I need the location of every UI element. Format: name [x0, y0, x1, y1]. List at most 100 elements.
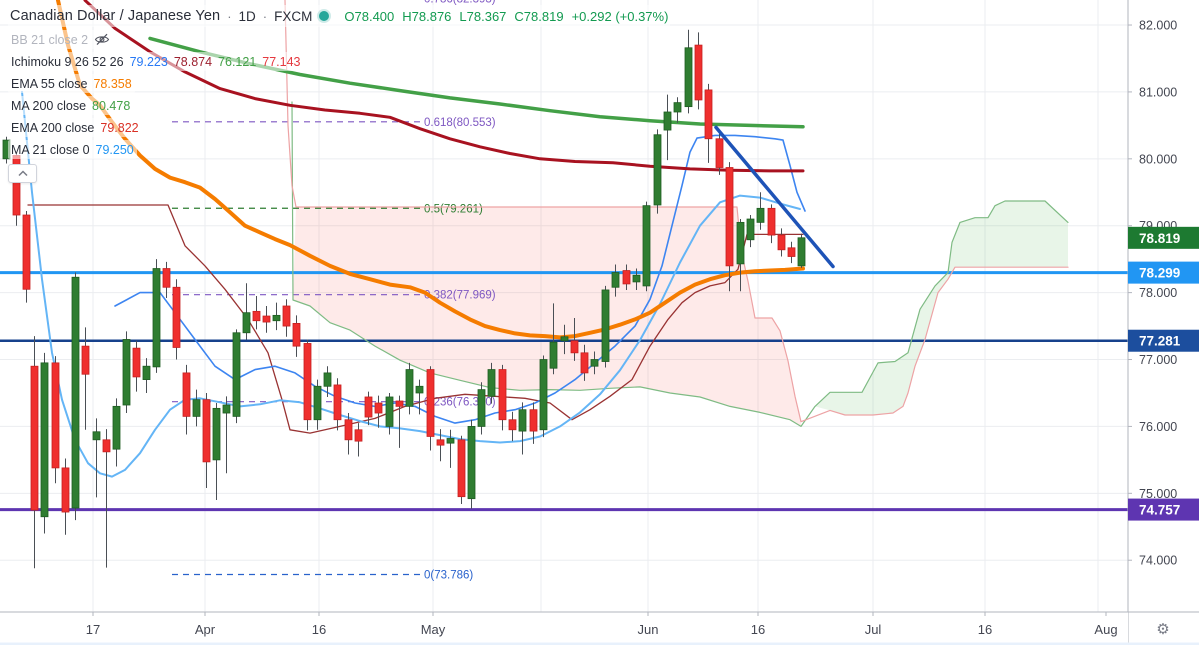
candle-down: [777, 234, 786, 251]
time-axis[interactable]: 17 Apr 16 May Jun 16 Jul 16 Aug: [0, 611, 1199, 645]
descending-trendline[interactable]: [714, 125, 835, 269]
candle-up: [40, 362, 49, 518]
candle-up: [192, 399, 201, 417]
candle-up: [642, 205, 651, 287]
ichimoku-lead-a-line: [291, 101, 1069, 427]
fib-level-label: 0.5(79.261): [424, 203, 483, 215]
candle-up: [222, 404, 231, 414]
candle-up: [590, 359, 599, 367]
indicator-value: 79.250: [95, 142, 134, 157]
interval-label[interactable]: 1D: [238, 8, 256, 24]
title-separator: ·: [227, 8, 232, 24]
candle-up: [487, 369, 496, 397]
candle-down: [51, 362, 60, 469]
candle-down: [162, 268, 171, 288]
indicator-label: MA 200 close: [11, 98, 87, 113]
candle-down: [333, 384, 342, 421]
open-value: O78.400: [344, 8, 395, 24]
indicator-value: 79.822: [100, 120, 139, 135]
indicator-label: MA 21 close 0: [11, 142, 90, 157]
candle-up: [323, 372, 332, 387]
time-tick-label: 16: [312, 622, 326, 637]
axis-settings-gear-icon[interactable]: ⚙: [1156, 621, 1169, 638]
symbol-name: Canadian Dollar / Japanese Yen: [10, 8, 221, 24]
svg-text:74.757: 74.757: [1139, 503, 1180, 518]
indicator-value: 78.874: [173, 54, 213, 69]
candle-down: [132, 347, 141, 378]
candle-up: [653, 134, 662, 206]
title-separator: ·: [262, 8, 268, 24]
kumo-bullish: [815, 201, 1068, 415]
indicator-label: BB 21 close 2: [11, 32, 89, 47]
indicator-label: EMA 200 close: [11, 120, 95, 135]
candle-down: [202, 399, 211, 463]
candle-up: [736, 221, 745, 265]
candle-down: [22, 214, 31, 290]
price-tick-label: 74.000: [1139, 554, 1177, 568]
indicator-label: Ichimoku 9 26 52 26: [11, 54, 124, 69]
candle-down: [426, 369, 435, 437]
candle-up: [405, 369, 414, 407]
candle-up: [142, 365, 151, 380]
candle-down: [252, 310, 261, 322]
indicator-row-ema-55[interactable]: EMA 55 close 78.358: [8, 74, 135, 93]
indicator-row-ichimoku[interactable]: Ichimoku 9 26 52 26 79.223 78.874 76.121 77.…: [8, 52, 304, 71]
candle-down: [694, 44, 703, 101]
high-value: H78.876: [402, 8, 452, 24]
indicator-legend: Canadian Dollar / Japanese Yen · 1D · FX…: [8, 5, 671, 183]
fib-level-label: 0(73.786): [424, 570, 473, 582]
time-tick-label: Jun: [638, 622, 659, 637]
indicator-row-ma-200[interactable]: MA 200 close 80.478: [8, 96, 134, 115]
market-status-dot-icon[interactable]: [319, 11, 330, 21]
indicator-row-bb[interactable]: BB 21 close 2: [8, 30, 114, 49]
candle-up: [477, 389, 486, 427]
ema-200-line: [83, 0, 805, 173]
candle-down: [715, 138, 724, 168]
fib-level-label: 0.382(77.969): [424, 290, 496, 302]
ohlc-values: O78.400 H78.876 L78.367 C78.819 +0.292 (…: [344, 9, 668, 24]
time-tick-label: 16: [751, 622, 765, 637]
candle-up: [71, 276, 80, 509]
candle-up: [446, 438, 455, 444]
candle-up: [549, 341, 558, 369]
time-tick-label: Aug: [1094, 622, 1117, 637]
candle-up: [272, 314, 281, 322]
candle-up: [560, 336, 569, 342]
candle-down: [182, 372, 191, 417]
candle-down: [282, 305, 291, 327]
svg-text:78.819: 78.819: [1139, 231, 1180, 246]
price-tick-label: 77.000: [1139, 353, 1177, 367]
exchange-label: FXCM: [274, 8, 313, 24]
candle-up: [663, 111, 672, 131]
price-label-78.299: 78.299: [1128, 261, 1199, 284]
price-tick-label: 76.000: [1139, 420, 1177, 434]
chevron-up-icon: [17, 170, 28, 177]
candle-up: [385, 396, 394, 427]
price-tick-label: 78.000: [1139, 286, 1177, 300]
candle-down: [704, 89, 713, 140]
indicator-row-ema-200[interactable]: EMA 200 close 79.822: [8, 118, 142, 137]
price-tick-label: 82.000: [1139, 19, 1177, 33]
time-tick-label: 16: [978, 622, 992, 637]
price-axis[interactable]: 82.00081.00080.00079.00078.00077.00076.0…: [1127, 0, 1199, 645]
indicator-row-ma-21[interactable]: MA 21 close 0 79.250: [8, 140, 137, 159]
time-tick-label: 17: [86, 622, 100, 637]
plot-area[interactable]: 0.786(82.393) 0.618(80.553) 0.5(79.261) 0.3…: [0, 0, 1128, 612]
time-tick-label: Jul: [865, 622, 882, 637]
candle-down: [61, 467, 70, 513]
legend-collapse-button[interactable]: [8, 164, 37, 183]
symbol-title-row[interactable]: Canadian Dollar / Japanese Yen · 1D · FX…: [8, 5, 671, 27]
ma-21-line: [21, 90, 801, 478]
candle-down: [508, 419, 517, 431]
price-tick-label: 80.000: [1139, 152, 1177, 166]
candle-up: [756, 207, 765, 223]
bottom-edge-strip: [0, 642, 1199, 645]
indicator-label: EMA 55 close: [11, 76, 88, 91]
indicator-value: 80.478: [92, 98, 131, 113]
price-label-78.819: 78.819: [1128, 226, 1199, 249]
eye-slash-icon[interactable]: [94, 33, 110, 46]
candle-up: [313, 385, 322, 421]
kumo-bearish: [293, 207, 801, 427]
candle-up: [797, 237, 806, 267]
